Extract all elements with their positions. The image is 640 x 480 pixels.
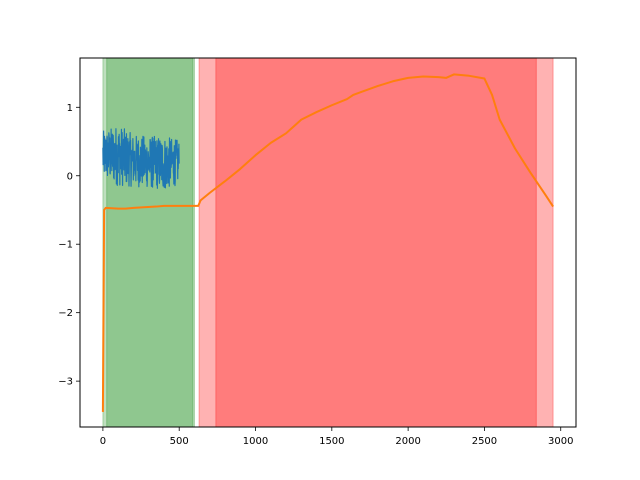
y-tick-label: −1 <box>58 240 73 251</box>
x-tick-label: 3000 <box>548 436 573 447</box>
y-tick-label: −2 <box>58 308 73 319</box>
x-tick-label: 2000 <box>395 436 420 447</box>
x-tick-label: 1500 <box>319 436 344 447</box>
shaded-region-4 <box>215 57 537 428</box>
y-tick-label: 0 <box>67 171 73 182</box>
x-tick-label: 2500 <box>472 436 497 447</box>
x-tick-label: 500 <box>170 436 189 447</box>
series-line-1 <box>102 128 180 189</box>
plot-area: 0 500 1000 1500 2000 2500 3000 −3 −2 −1 0 1 <box>58 57 577 447</box>
x-tick-label: 0 <box>100 436 106 447</box>
axes-frame <box>79 57 577 428</box>
y-tick-label: 1 <box>67 103 73 114</box>
shaded-region-1 <box>102 57 195 428</box>
series-line-2 <box>101 73 554 412</box>
shaded-region-2 <box>106 57 194 428</box>
y-tick-label: −3 <box>58 377 73 388</box>
x-tick-label: 1000 <box>243 436 268 447</box>
